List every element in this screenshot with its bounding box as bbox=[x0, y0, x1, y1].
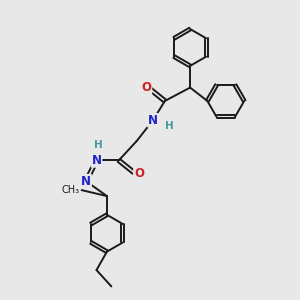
Text: CH₃: CH₃ bbox=[61, 184, 79, 194]
Text: O: O bbox=[141, 81, 152, 94]
Text: H: H bbox=[94, 140, 102, 150]
Text: N: N bbox=[92, 154, 101, 167]
Text: N: N bbox=[81, 175, 91, 188]
Text: O: O bbox=[134, 167, 144, 180]
Text: N: N bbox=[148, 114, 158, 127]
Text: H: H bbox=[165, 121, 174, 130]
